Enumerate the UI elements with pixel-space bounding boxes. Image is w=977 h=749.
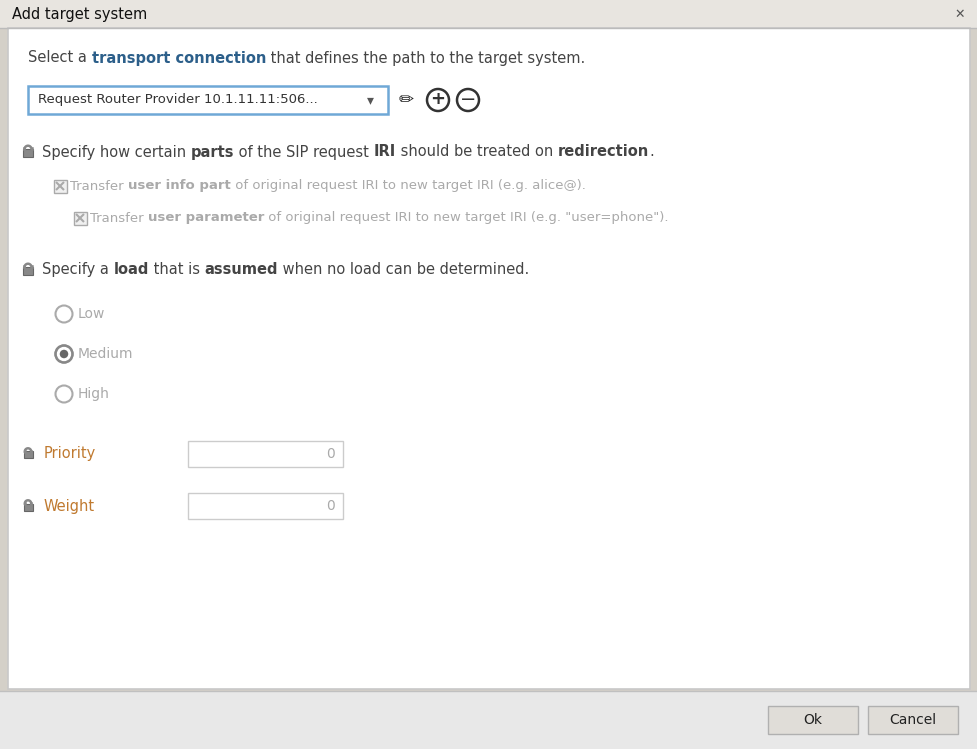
Text: 0: 0 [326,499,335,513]
Bar [868,706,957,734]
Text: parts: parts [191,145,234,160]
Bar [767,706,857,734]
Text: Select a: Select a [28,50,92,65]
Text: Add target system: Add target system [12,7,148,22]
Bar [0,0,977,28]
Circle shape [60,350,68,358]
Bar [188,441,343,467]
Text: Weight: Weight [44,499,95,514]
Text: when no load can be determined.: when no load can be determined. [277,262,529,277]
Bar [23,503,32,511]
Text: Transfer: Transfer [90,211,148,225]
Text: Cancel: Cancel [888,713,936,727]
Text: ✕: ✕ [954,7,964,20]
Text: user info part: user info part [128,180,231,192]
Bar [23,149,33,157]
Text: ✏: ✏ [398,91,413,109]
Text: assumed: assumed [204,262,277,277]
Text: of the SIP request: of the SIP request [234,145,373,160]
Text: ▾: ▾ [366,93,373,107]
Text: user parameter: user parameter [148,211,264,225]
Bar [8,28,969,689]
Text: .: . [649,145,654,160]
Text: transport connection: transport connection [92,50,266,65]
Bar [28,86,388,114]
Bar [54,180,66,192]
Text: IRI: IRI [373,145,396,160]
Text: Specify a: Specify a [42,262,113,277]
Text: of original request IRI to new target IRI (e.g. alice@).: of original request IRI to new target IR… [231,180,585,192]
Text: redirection: redirection [557,145,649,160]
Text: that defines the path to the target system.: that defines the path to the target syst… [266,50,584,65]
Text: +: + [430,91,446,109]
Text: High: High [78,387,109,401]
Bar [0,691,977,749]
Text: Low: Low [78,307,106,321]
Text: Request Router Provider 10.1.11.11:506...: Request Router Provider 10.1.11.11:506..… [38,94,318,106]
Bar [188,493,343,519]
Text: of original request IRI to new target IRI (e.g. "user=phone").: of original request IRI to new target IR… [264,211,668,225]
Text: −: − [459,91,476,109]
Text: load: load [113,262,149,277]
Text: that is: that is [149,262,204,277]
Text: 0: 0 [326,447,335,461]
Text: should be treated on: should be treated on [396,145,557,160]
Text: Specify how certain: Specify how certain [42,145,191,160]
Text: Ok: Ok [803,713,822,727]
Text: Medium: Medium [78,347,134,361]
Bar [23,267,33,275]
Bar [23,452,32,458]
Text: Transfer: Transfer [70,180,128,192]
Bar [73,211,86,225]
Text: Priority: Priority [44,446,96,461]
